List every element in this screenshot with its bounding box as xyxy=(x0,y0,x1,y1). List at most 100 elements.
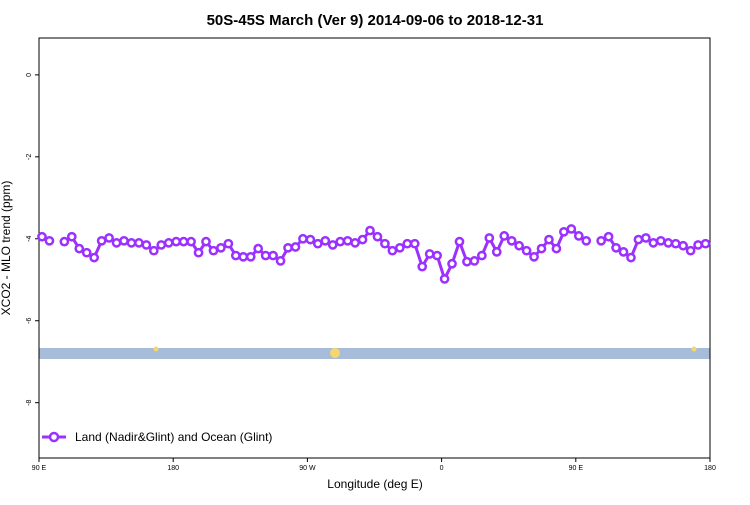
data-point xyxy=(81,247,92,258)
data-point xyxy=(134,238,144,248)
data-point xyxy=(89,252,100,263)
data-point xyxy=(96,235,107,246)
data-point xyxy=(454,236,465,247)
data-point xyxy=(327,240,338,250)
data-point xyxy=(245,251,256,262)
data-point xyxy=(618,247,629,257)
data-point xyxy=(424,249,435,259)
surface-marker xyxy=(330,348,340,358)
data-point xyxy=(462,256,472,267)
data-point xyxy=(104,233,114,243)
y-tick-label: 0 xyxy=(26,73,33,77)
data-point xyxy=(141,240,152,250)
x-axis-label: Longitude (deg E) xyxy=(327,477,422,491)
data-point xyxy=(551,243,562,254)
data-point xyxy=(544,234,554,245)
data-point xyxy=(305,234,316,245)
data-point xyxy=(350,238,360,248)
data-point xyxy=(275,256,286,266)
x-tick-label: 180 xyxy=(704,465,716,472)
data-point xyxy=(529,251,539,262)
data-point xyxy=(491,247,502,257)
data-point xyxy=(365,225,375,236)
data-point xyxy=(171,236,182,247)
data-point xyxy=(230,250,241,261)
data-point xyxy=(402,238,413,249)
surface-marker xyxy=(691,346,697,352)
y-tick-label: -4 xyxy=(26,236,33,242)
data-point xyxy=(663,238,674,248)
data-point xyxy=(148,245,159,256)
data-point xyxy=(447,258,457,269)
data-point xyxy=(417,261,428,272)
data-point xyxy=(66,231,77,242)
data-point xyxy=(119,235,129,246)
data-point xyxy=(596,235,606,246)
legend-label: Land (Nadir&Glint) and Ocean (Glint) xyxy=(75,430,272,444)
x-tick-label: 90 E xyxy=(32,465,47,472)
data-point xyxy=(626,252,636,263)
data-point xyxy=(37,231,47,242)
surface-marker xyxy=(153,346,159,352)
data-point xyxy=(633,234,644,245)
data-point xyxy=(342,235,353,246)
legend-marker xyxy=(48,431,60,443)
data-point xyxy=(253,243,264,254)
x-tick-label: 90 W xyxy=(299,465,316,472)
data-point xyxy=(655,235,666,246)
data-point xyxy=(178,236,189,247)
data-point xyxy=(514,240,524,251)
data-point xyxy=(260,250,271,261)
data-point xyxy=(372,231,383,242)
data-point xyxy=(409,238,420,249)
data-point xyxy=(477,250,487,261)
legend: Land (Nadir&Glint) and Ocean (Glint) xyxy=(42,430,272,444)
data-point xyxy=(641,233,651,243)
data-point xyxy=(335,236,346,247)
data-point xyxy=(432,250,442,261)
data-point xyxy=(74,243,85,254)
data-point xyxy=(320,235,331,246)
data-point xyxy=(700,238,711,249)
data-point xyxy=(573,231,584,241)
y-axis-label: XCO2 - MLO trend (ppm) xyxy=(0,181,13,316)
data-point xyxy=(186,236,196,247)
data-point xyxy=(380,238,390,249)
data-point xyxy=(312,238,323,249)
data-point xyxy=(581,235,592,246)
data-point xyxy=(536,243,547,254)
y-tick-label: -6 xyxy=(26,318,33,324)
data-point xyxy=(678,240,689,251)
chart-title: 50S-45S March (Ver 9) 2014-09-06 to 2018… xyxy=(207,12,544,29)
data-point xyxy=(163,238,174,248)
surface-band xyxy=(39,348,710,359)
data-point xyxy=(611,242,621,253)
data-point xyxy=(238,251,249,262)
data-point xyxy=(499,231,510,241)
data-point xyxy=(193,247,204,258)
data-point xyxy=(559,226,569,237)
data-point xyxy=(603,231,614,242)
y-tick-label: -2 xyxy=(26,154,33,160)
data-point xyxy=(469,256,480,266)
data-point xyxy=(208,245,219,256)
data-point xyxy=(44,235,55,246)
data-point xyxy=(394,242,405,253)
data-point xyxy=(670,238,681,249)
data-point xyxy=(693,240,703,250)
data-point xyxy=(126,238,137,248)
data-point xyxy=(216,242,226,253)
data-point xyxy=(268,250,278,261)
x-tick-label: 0 xyxy=(440,465,444,472)
data-point xyxy=(521,245,532,256)
x-tick-label: 180 xyxy=(167,465,179,472)
data-point xyxy=(298,233,308,244)
data-point xyxy=(648,238,659,248)
data-point xyxy=(201,236,211,247)
data-point xyxy=(283,242,293,253)
data-point xyxy=(357,234,368,245)
data-point xyxy=(387,245,398,256)
y-tick-label: -8 xyxy=(26,399,33,405)
data-point xyxy=(111,238,122,248)
